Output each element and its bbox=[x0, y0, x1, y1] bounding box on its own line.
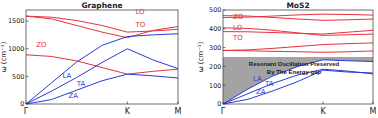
branch-label: LO bbox=[233, 24, 243, 32]
branch-line bbox=[26, 55, 178, 74]
y-tick bbox=[26, 48, 29, 49]
y-tick bbox=[26, 104, 29, 105]
y-tick bbox=[223, 66, 226, 67]
branch-label: LO bbox=[135, 8, 145, 16]
y-label: ω (cm⁻¹) bbox=[0, 41, 8, 72]
y-tick bbox=[223, 28, 226, 29]
branch-line bbox=[223, 14, 373, 17]
x-tick bbox=[127, 102, 128, 105]
branch-line bbox=[223, 50, 373, 52]
branch-label: LA bbox=[253, 75, 262, 83]
figure: Grapheneω (cm⁻¹)050010001500ΓKMLOTOZOLAT… bbox=[0, 0, 378, 118]
y-tick-label: 500 bbox=[209, 6, 221, 14]
branch-line bbox=[26, 49, 178, 104]
y-tick bbox=[26, 76, 29, 77]
branch-label: LA bbox=[62, 72, 71, 80]
branch-line bbox=[223, 60, 373, 104]
branch-label: ZO bbox=[36, 41, 47, 49]
y-tick-label: 1000 bbox=[8, 45, 25, 53]
y-tick bbox=[223, 47, 226, 48]
title: Graphene bbox=[81, 1, 122, 10]
branch-label: ZO bbox=[233, 13, 244, 21]
branch-line bbox=[26, 34, 178, 104]
x-tick bbox=[178, 102, 179, 105]
x-tick-label: M bbox=[175, 107, 182, 116]
y-tick-label: 400 bbox=[209, 25, 221, 33]
branch-line bbox=[223, 69, 373, 104]
frame bbox=[223, 10, 373, 104]
y-tick bbox=[26, 21, 29, 22]
branch-line bbox=[223, 30, 373, 34]
gap-band bbox=[223, 57, 373, 104]
x-tick bbox=[26, 102, 27, 105]
y-tick bbox=[223, 10, 226, 11]
y-tick-label: 200 bbox=[209, 63, 221, 71]
x-tick-label: K bbox=[125, 107, 131, 116]
x-tick-label: K bbox=[320, 107, 326, 116]
branch-line bbox=[223, 70, 373, 104]
frame bbox=[26, 10, 178, 104]
branch-line bbox=[223, 43, 373, 51]
branch-line bbox=[223, 28, 373, 36]
branch-label: TO bbox=[134, 21, 145, 29]
x-tick bbox=[223, 102, 224, 105]
branch-label: TO bbox=[232, 34, 243, 42]
x-tick bbox=[323, 102, 324, 105]
y-tick bbox=[223, 85, 226, 86]
x-tick bbox=[373, 102, 374, 105]
y-tick-label: 1500 bbox=[8, 17, 25, 25]
x-tick-label: M bbox=[370, 107, 377, 116]
y-tick bbox=[223, 104, 226, 105]
plot-area bbox=[223, 14, 373, 104]
x-tick-label: Γ bbox=[221, 107, 226, 116]
y-tick-label: 100 bbox=[209, 82, 221, 90]
band-label: By The Energy gap bbox=[267, 69, 322, 75]
branch-label: ZA bbox=[256, 88, 266, 96]
y-tick-label: 300 bbox=[209, 44, 221, 52]
plot-area bbox=[26, 16, 178, 104]
branch-label: TA bbox=[76, 80, 86, 88]
band-label: Resonant Oscillation Preserved bbox=[249, 61, 340, 67]
y-label: ω (cm⁻¹) bbox=[197, 41, 205, 72]
branch-line bbox=[223, 16, 373, 21]
y-tick-label: 500 bbox=[12, 73, 24, 81]
x-tick-label: Γ bbox=[24, 107, 29, 116]
branch-line bbox=[26, 74, 178, 104]
branch-label: ZA bbox=[69, 92, 79, 100]
title: MoS2 bbox=[286, 1, 309, 10]
